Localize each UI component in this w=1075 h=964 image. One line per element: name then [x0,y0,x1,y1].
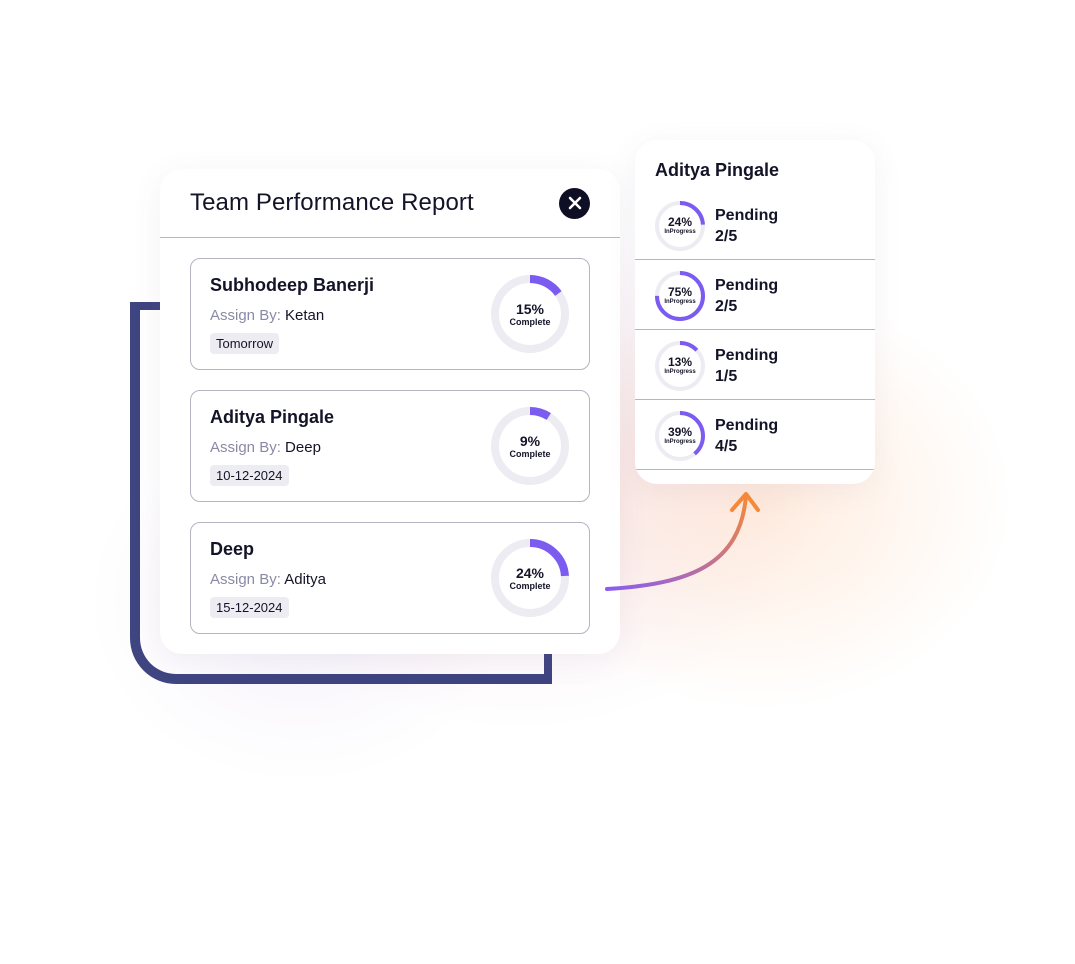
mini-progress-ring: 75% InProgress [654,270,706,322]
progress-ring: 24% Complete [489,537,571,619]
assign-label: Assign By: [210,439,281,456]
task-assign: Assign By: Deep [210,439,570,456]
task-card[interactable]: Aditya Pingale Assign By: Deep 10-12-202… [190,390,590,502]
mini-progress-ring: 24% InProgress [654,200,706,252]
close-icon [568,196,581,210]
detail-row[interactable]: 13% InProgress Pending 1/5 [635,330,875,400]
team-performance-report-card: Team Performance Report Subhodeep Banerj… [160,169,620,654]
row-status: Pending [715,347,779,364]
mini-progress-ring-fill [655,411,705,461]
task-name: Deep [210,539,255,559]
task-assign: Assign By: Ketan [210,307,570,324]
mini-progress-label: InProgress [664,439,696,445]
mini-progress-label: InProgress [664,369,696,375]
row-status: Pending [715,277,779,294]
progress-percent: 15% [515,300,545,317]
task-assign: Assign By: Aditya [210,571,570,588]
row-count: 2/5 [715,228,738,245]
progress-ring-fill [491,539,569,617]
progress-ring: 9% Complete [489,405,571,487]
row-status: Pending [715,207,779,224]
progress-ring: 15% Complete [489,273,571,355]
row-count: 2/5 [715,298,738,315]
mini-progress-ring: 39% InProgress [654,410,706,462]
mini-progress-ring: 13% InProgress [654,340,706,392]
report-title: Team Performance Report [190,189,474,216]
detail-row[interactable]: 24% InProgress Pending 2/5 [635,190,875,260]
assignee-name: Deep [285,439,321,456]
progress-status: Complete [509,316,551,327]
row-count: 4/5 [715,438,738,455]
due-date-badge: Tomorrow [210,333,280,354]
assignee-name: Ketan [285,307,325,324]
mini-progress-percent: 75% [667,285,693,299]
mini-progress-label: InProgress [664,229,696,235]
due-date-badge: 15-12-2024 [210,597,289,618]
progress-percent: 9% [519,432,541,449]
assignee-name: Aditya [284,571,326,588]
detail-row[interactable]: 39% InProgress Pending 4/5 [635,400,875,470]
close-button[interactable] [559,187,590,219]
progress-ring-fill [491,407,569,485]
task-name: Aditya Pingale [210,407,335,427]
mini-progress-percent: 39% [667,425,693,439]
task-card[interactable]: Deep Assign By: Aditya 15-12-2024 24% Co… [190,522,590,634]
mini-progress-ring-fill [655,201,705,251]
assign-label: Assign By: [210,571,281,588]
progress-status: Complete [509,580,551,591]
task-name: Subhodeep Banerji [210,275,375,295]
task-card[interactable]: Subhodeep Banerji Assign By: Ketan Tomor… [190,258,590,370]
row-count: 1/5 [715,368,738,385]
task-list: Subhodeep Banerji Assign By: Ketan Tomor… [160,238,620,634]
connector-arrow [605,492,760,591]
member-detail-card: Aditya Pingale 24% InProgress Pending 2/… [635,140,875,484]
mini-progress-percent: 13% [667,355,693,369]
due-date-badge: 10-12-2024 [210,465,289,486]
progress-ring-fill [491,275,569,353]
mini-progress-label: InProgress [664,299,696,305]
mini-progress-ring-fill [655,271,705,321]
progress-status: Complete [509,448,551,459]
progress-percent: 24% [515,564,545,581]
detail-title: Aditya Pingale [655,160,780,180]
row-status: Pending [715,417,779,434]
mini-progress-percent: 24% [667,215,693,229]
detail-row[interactable]: 75% InProgress Pending 2/5 [635,260,875,330]
assign-label: Assign By: [210,307,281,324]
report-header: Team Performance Report [160,169,620,238]
mini-progress-ring-fill [655,341,705,391]
